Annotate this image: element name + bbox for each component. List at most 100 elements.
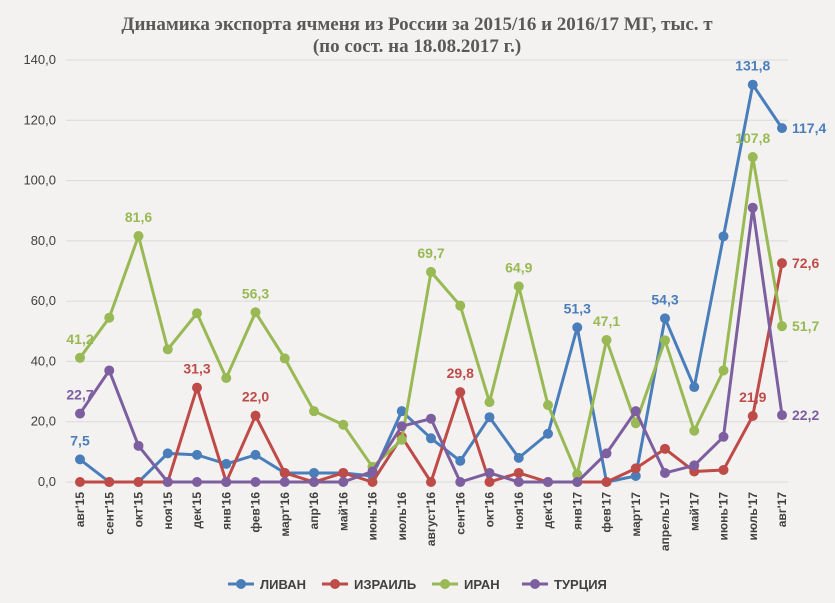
series-2 [75,152,787,480]
data-point [718,365,729,376]
legend-marker [236,579,246,589]
data-point [572,477,583,487]
y-tick-label: 140,0 [23,52,56,67]
data-point [338,419,349,430]
data-label: 51,3 [564,300,591,316]
data-point [689,382,700,393]
legend-marker [530,579,540,589]
data-point [513,477,524,487]
data-point [192,308,202,319]
data-point [601,477,612,487]
chart-title: Динамика экспорта ячменя из России за 20… [121,14,713,35]
data-point [162,448,173,459]
x-tick-label: фев'16 [249,492,263,533]
data-point [660,443,670,454]
data-point [250,477,261,487]
data-point [192,449,202,460]
data-point [133,231,144,242]
data-point [455,455,466,466]
data-point [426,477,436,487]
data-label: 81,6 [125,209,152,225]
data-point [777,258,787,269]
data-point [601,448,612,459]
data-point [513,452,524,463]
data-point [747,202,758,213]
data-point [426,413,436,424]
y-tick-label: 100,0 [23,173,56,188]
data-label: 117,4 [792,120,826,136]
data-point [455,477,466,487]
data-label: 56,3 [242,285,269,301]
data-point [572,322,583,333]
x-tick-label: ноя'15 [161,492,175,530]
data-point [718,464,729,475]
data-label: 64,9 [505,259,532,275]
data-point [221,477,232,487]
data-label: 22,2 [792,407,819,423]
data-point [718,231,729,242]
data-labels: 7,5 51,3 54,3 131,8 117,4 31,3 22,0 29,8 21,9 72,… [66,58,826,449]
data-point [133,477,144,487]
data-label: 41,2 [66,331,93,347]
legend-marker [440,579,450,589]
data-point [426,433,436,444]
x-tick-label: май'16 [336,492,350,531]
series-0 [75,79,787,487]
data-point [221,373,232,384]
data-point [630,418,641,429]
data-point [660,335,670,346]
data-point [426,266,436,277]
data-point [309,467,319,478]
data-point [396,406,407,417]
y-tick-label: 60,0 [31,293,56,308]
data-point [309,477,319,487]
x-tick-label: май'17 [687,492,701,531]
data-point [192,477,202,487]
data-point [279,467,290,478]
x-tick-label: август'16 [424,492,438,547]
data-label: 22,7 [66,387,93,403]
data-point [75,352,85,363]
x-tick-label: авг'17 [775,492,789,528]
y-tick-label: 20,0 [31,414,56,429]
data-point [513,281,524,292]
data-point [75,477,85,487]
data-point [338,467,349,478]
data-point [689,425,700,436]
x-tick-label: июнь'16 [366,492,380,541]
data-point [192,382,202,393]
legend-label: ТУРЦИЯ [554,577,607,592]
data-point [104,365,115,376]
data-label: 51,7 [792,318,819,334]
data-point [75,408,85,419]
data-point [75,454,85,465]
data-point [309,406,319,417]
data-label: 131,8 [735,58,770,74]
legend: ЛИВАН ИЗРАИЛЬ ИРАН ТУРЦИЯ [228,577,607,592]
data-point [747,79,758,90]
data-point [484,397,495,408]
x-tick-label: фев'17 [600,492,614,533]
data-label: 107,8 [735,130,770,146]
data-label: 21,9 [739,389,766,405]
series-layer [75,79,787,487]
series-3 [75,202,787,487]
data-point [572,469,583,480]
data-point [484,477,495,487]
data-point [484,412,495,423]
data-label: 31,3 [183,361,210,377]
data-point [777,123,787,134]
data-point [660,313,670,324]
data-point [279,477,290,487]
data-point [250,307,261,318]
data-point [543,428,553,439]
y-tick-label: 120,0 [23,112,56,127]
data-point [777,321,787,332]
y-tick-label: 40,0 [31,353,56,368]
data-label: 47,1 [593,313,620,329]
x-axis: авг'15 сент'15 окт'15 ноя'15 дек'15 янв'16 фев… [73,492,789,551]
y-tick-label: 0,0 [38,474,56,489]
data-label: 69,7 [417,245,444,261]
x-tick-label: сент'16 [453,492,467,535]
x-tick-label: авг'15 [73,492,87,528]
